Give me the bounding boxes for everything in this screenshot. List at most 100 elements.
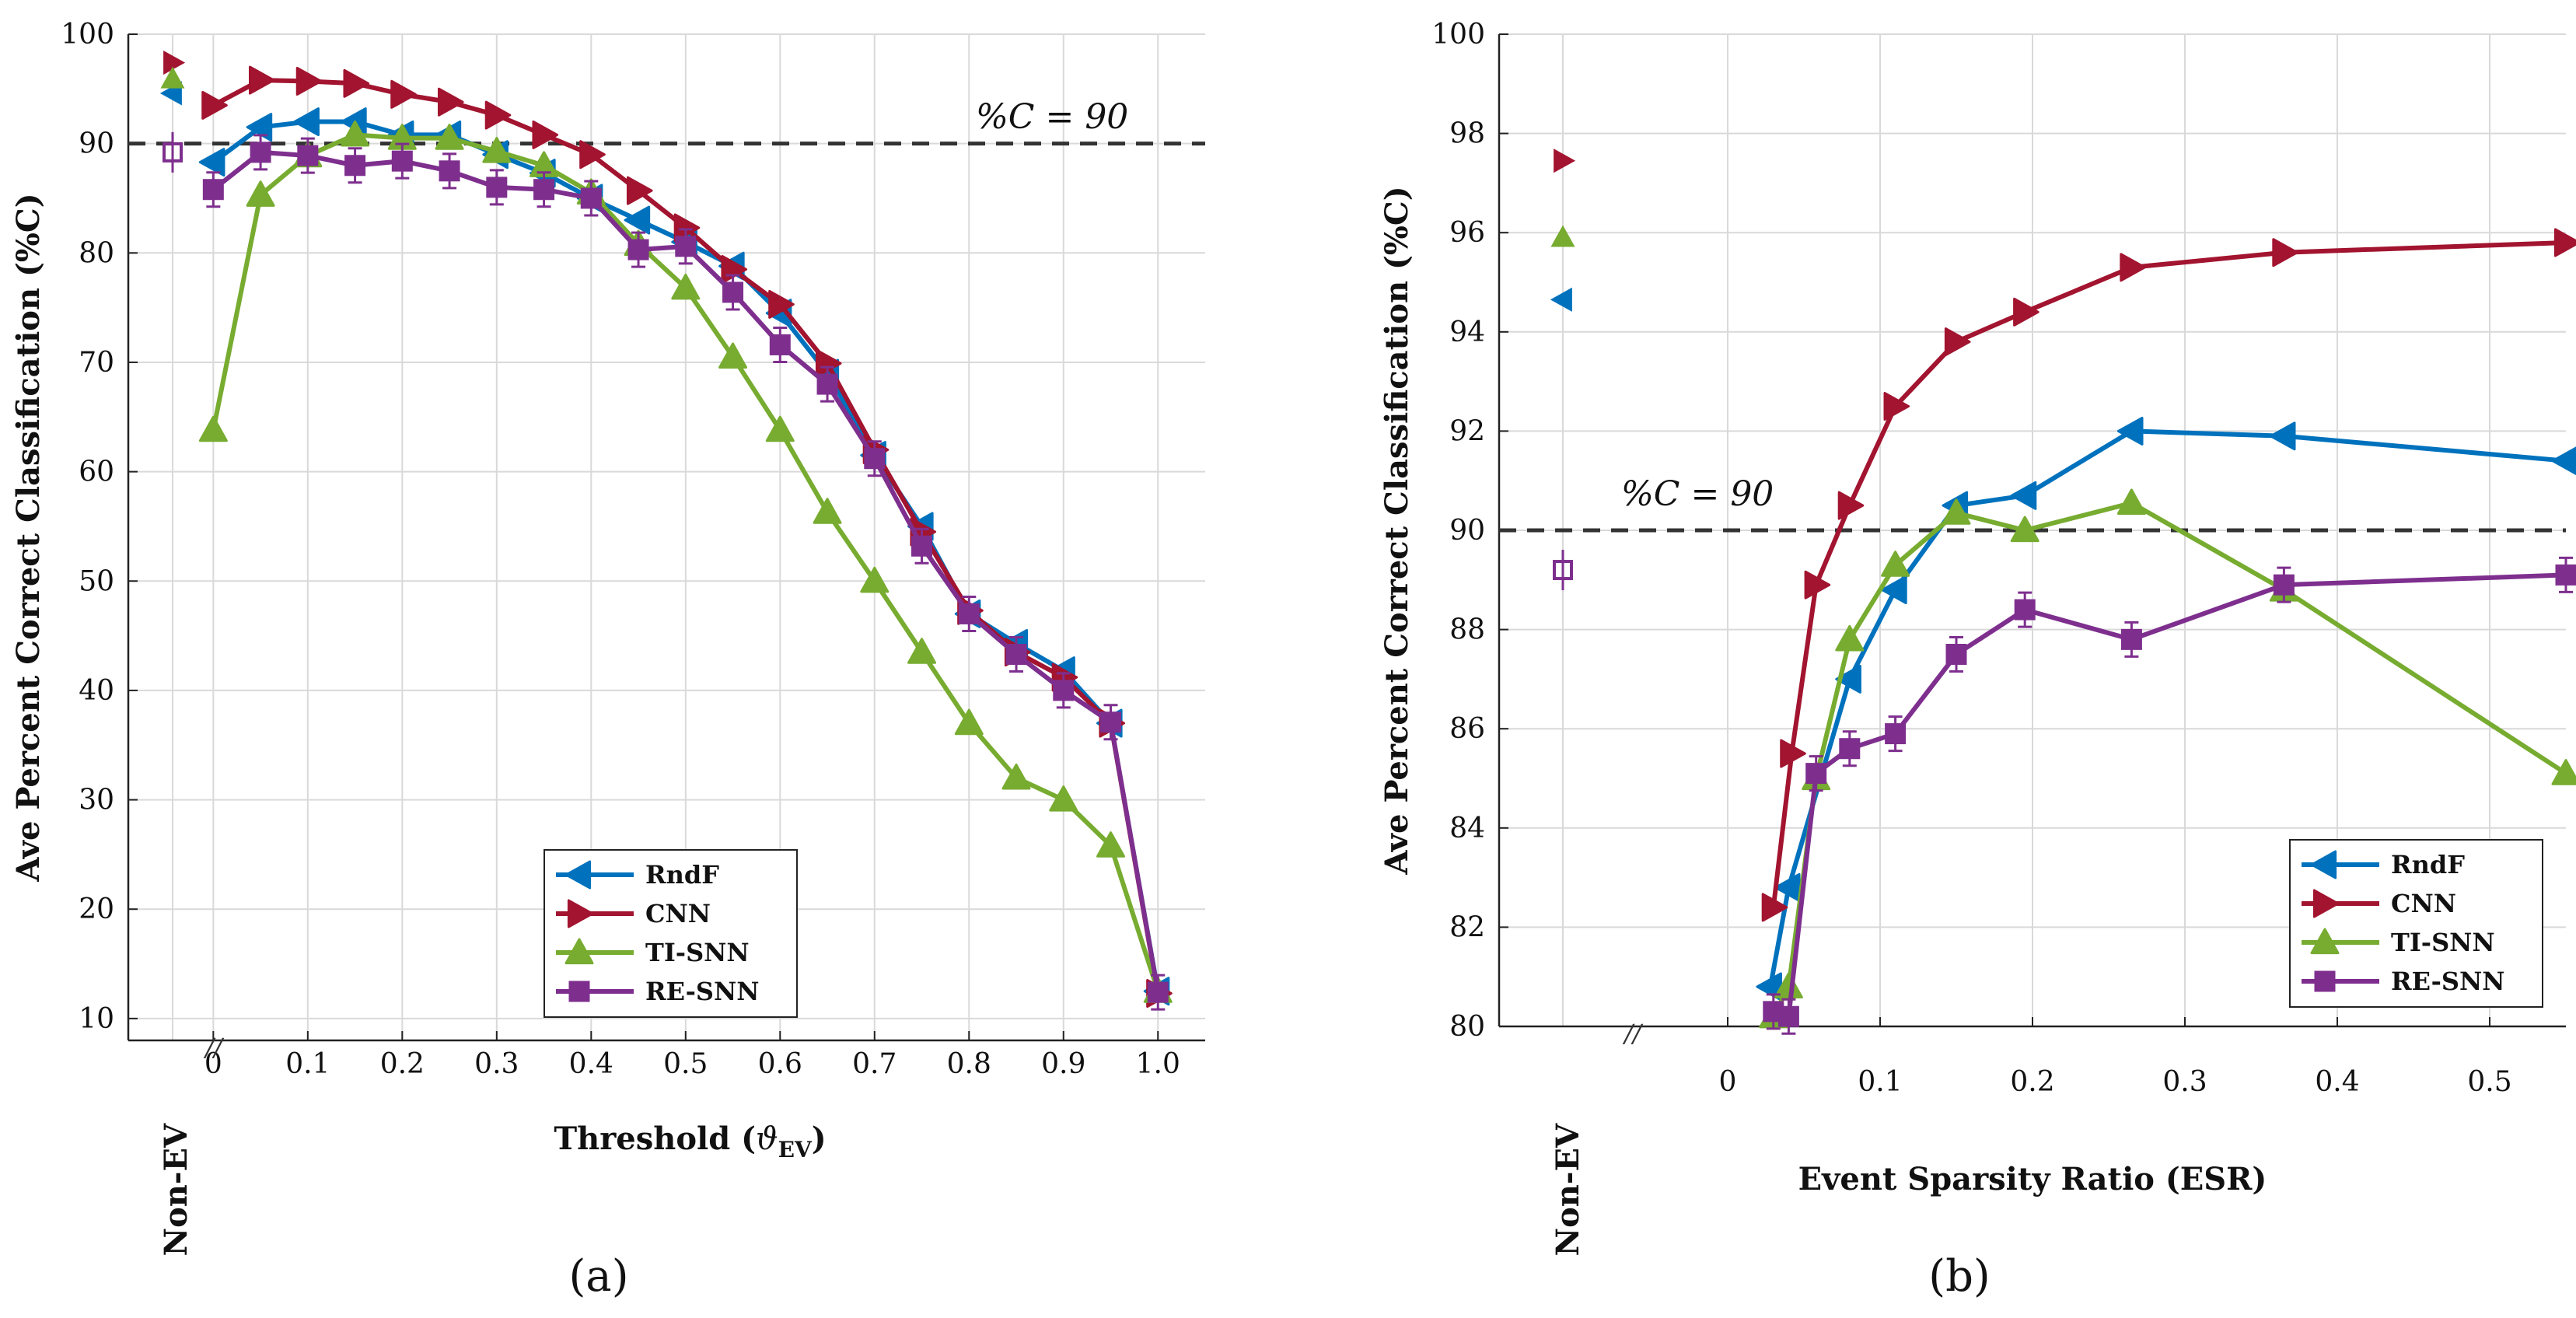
y-tick-label: 100 — [1431, 19, 1485, 51]
panel-label: (b) — [1928, 1251, 1991, 1302]
x-tick-label: 1.0 — [1136, 1048, 1180, 1080]
y-tick-label: 20 — [79, 893, 114, 925]
data-point-rndf — [2116, 416, 2144, 446]
legend-label-ti-snn: TI-SNN — [2391, 928, 2495, 957]
y-tick-label: 82 — [1449, 911, 1485, 943]
y-tick-label: 30 — [79, 785, 114, 816]
data-point-cnn — [295, 66, 323, 96]
data-point-re-snn — [1839, 738, 1861, 760]
x-tick-label: 0 — [204, 1048, 222, 1080]
nonev-point-ti-snn — [1550, 225, 1575, 247]
series-cnn — [1554, 149, 2576, 922]
x-tick-label: 0.3 — [2162, 1066, 2207, 1098]
series-re-snn — [1553, 550, 2576, 1035]
data-point-ti-snn — [246, 180, 275, 207]
y-tick-label: 92 — [1449, 415, 1485, 447]
legend-label-re-snn: RE-SNN — [645, 977, 759, 1006]
x-axis-title-part: ϑ — [756, 1121, 778, 1157]
data-point-cnn — [484, 100, 512, 130]
x-axis-title-part: EV — [778, 1137, 813, 1162]
y-tick-label: 80 — [1449, 1011, 1485, 1043]
data-point-cnn — [1837, 491, 1865, 520]
x-tick-label: 0.2 — [2010, 1066, 2054, 1098]
y-tick-label: 90 — [1449, 515, 1485, 547]
data-point-ti-snn — [1942, 498, 1971, 525]
legend-marker — [568, 981, 590, 1002]
data-point-cnn — [2553, 228, 2576, 257]
nonev-point-cnn — [1554, 149, 1576, 173]
data-point-cnn — [673, 213, 701, 243]
data-point-re-snn — [675, 236, 697, 257]
y-tick-label: 10 — [79, 1003, 114, 1035]
x-tick-label: 0.2 — [380, 1048, 425, 1080]
data-point-re-snn — [297, 145, 319, 166]
chart-panel-b: 80 82 84 86 88 90 92 94 96 98 100 0 0.1 0.2 0.3 0.4 0.5 N… — [1379, 19, 2576, 1302]
y-tick-label: 96 — [1449, 217, 1485, 249]
data-point-rndf — [1774, 872, 1801, 902]
legend-marker — [567, 899, 594, 928]
nonev-point-rndf — [1550, 287, 1572, 312]
data-point-re-snn — [816, 373, 838, 395]
data-point-re-snn — [1805, 763, 1827, 785]
axis-break-mark: // — [1622, 1019, 1644, 1048]
legend: RndF CNN TI-SNN RE-SNN — [544, 849, 798, 1018]
x-tick-label: 0.3 — [474, 1048, 519, 1080]
data-point-cnn — [532, 120, 559, 149]
legend-label-re-snn: RE-SNN — [2391, 967, 2504, 996]
data-point-ti-snn — [671, 273, 701, 300]
data-point-cnn — [1883, 392, 1910, 421]
data-point-rndf — [246, 113, 273, 142]
legend-label-cnn: CNN — [2391, 889, 2456, 918]
data-point-cnn — [390, 79, 417, 109]
y-tick-label: 70 — [79, 347, 114, 379]
x-tick-label: 0.1 — [1858, 1066, 1902, 1098]
data-point-cnn — [1804, 570, 1831, 600]
data-point-re-snn — [2273, 574, 2295, 596]
data-point-ti-snn — [813, 498, 842, 524]
data-point-ti-snn — [198, 415, 228, 442]
y-tick-label: 84 — [1449, 813, 1485, 844]
data-point-re-snn — [911, 535, 933, 557]
data-point-cnn — [437, 87, 464, 117]
y-tick-label: 60 — [79, 456, 114, 488]
y-tick-label: 98 — [1449, 118, 1485, 150]
data-point-ti-snn — [907, 638, 937, 664]
y-tick-label: 80 — [79, 237, 114, 269]
data-point-cnn — [2120, 253, 2146, 282]
x-tick-label: 0.5 — [2467, 1066, 2511, 1098]
x-tick-label: 0.1 — [285, 1048, 330, 1080]
data-point-re-snn — [1005, 643, 1027, 665]
reference-label: %C = 90 — [1621, 474, 1774, 514]
data-point-re-snn — [1053, 680, 1075, 701]
data-point-ti-snn — [2551, 759, 2576, 785]
y-tick-label: 88 — [1449, 614, 1485, 646]
data-point-re-snn — [533, 179, 555, 201]
nonev-label: Non-EV — [1550, 1123, 1586, 1256]
legend-label-rndf: RndF — [645, 860, 719, 890]
data-point-ti-snn — [2010, 516, 2039, 543]
data-point-cnn — [201, 90, 228, 120]
data-point-rndf — [2010, 481, 2037, 510]
data-point-re-snn — [1945, 644, 1967, 665]
data-point-re-snn — [2555, 564, 2576, 586]
y-tick-label: 50 — [79, 565, 114, 597]
data-point-cnn — [1944, 327, 1971, 357]
x-axis-title-part: Threshold ( — [554, 1120, 756, 1157]
data-point-re-snn — [864, 448, 886, 470]
data-point-cnn — [248, 65, 275, 95]
data-point-re-snn — [769, 334, 791, 355]
data-point-cnn — [343, 68, 370, 98]
legend-label-ti-snn: TI-SNN — [645, 938, 750, 967]
y-axis-title: Ave Percent Correct Classification (%C) — [1379, 186, 1415, 875]
y-tick-label: 94 — [1449, 316, 1485, 348]
data-point-rndf — [1835, 664, 1861, 694]
legend-label-cnn: CNN — [645, 899, 711, 928]
data-point-cnn — [1761, 893, 1788, 922]
x-tick-label: 0.4 — [569, 1048, 613, 1080]
legend-marker — [564, 860, 592, 890]
y-tick-label: 90 — [79, 128, 114, 160]
data-point-rndf — [198, 148, 225, 177]
legend-marker — [2314, 970, 2336, 992]
data-point-cnn — [2013, 297, 2039, 327]
